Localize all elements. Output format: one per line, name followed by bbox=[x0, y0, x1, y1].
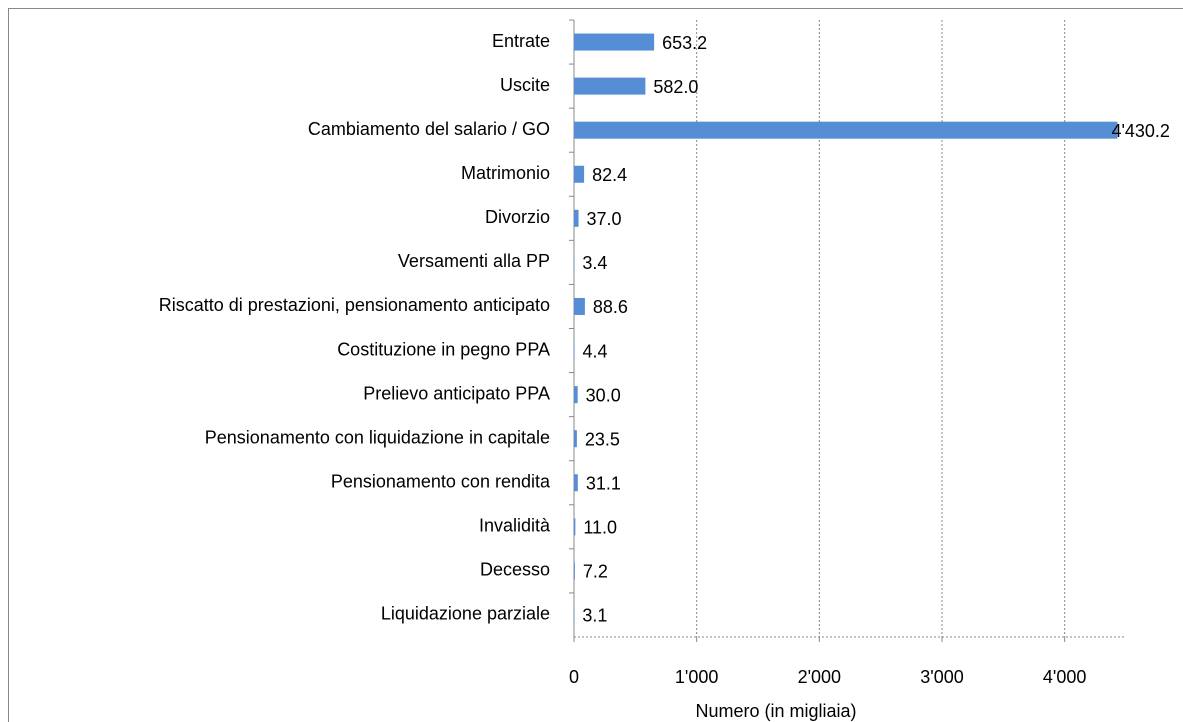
bar bbox=[574, 518, 576, 536]
y-tick-label: Liquidazione parziale bbox=[381, 604, 550, 624]
value-label: 88.6 bbox=[593, 297, 628, 317]
y-tick-label: Matrimonio bbox=[461, 163, 550, 183]
bar bbox=[574, 297, 585, 315]
y-tick-label: Pensionamento con liquidazione in capita… bbox=[205, 427, 550, 447]
value-label: 582.0 bbox=[653, 77, 698, 97]
y-tick-label: Entrate bbox=[492, 31, 550, 51]
y-tick-label: Costituzione in pegno PPA bbox=[337, 339, 550, 359]
x-tick-label: 3'000 bbox=[920, 667, 963, 687]
value-label: 653.2 bbox=[662, 33, 707, 53]
bar bbox=[574, 386, 578, 404]
x-tick-label: 0 bbox=[569, 667, 579, 687]
bar bbox=[574, 342, 575, 360]
y-tick-label: Cambiamento del salario / GO bbox=[308, 119, 550, 139]
value-label: 31.1 bbox=[586, 474, 621, 494]
bar bbox=[574, 562, 575, 580]
value-label: 4.4 bbox=[583, 341, 608, 361]
bar bbox=[574, 121, 1118, 139]
y-tick-label: Uscite bbox=[500, 75, 550, 95]
bar bbox=[574, 430, 577, 448]
value-label: 7.2 bbox=[583, 562, 608, 582]
x-tick-label: 1'000 bbox=[675, 667, 718, 687]
y-tick-label: Invalidità bbox=[479, 516, 551, 536]
bar bbox=[574, 165, 585, 183]
y-tick-label: Prelievo anticipato PPA bbox=[363, 383, 550, 403]
value-label: 3.1 bbox=[582, 606, 607, 626]
y-tick-label: Riscatto di prestazioni, pensionamento a… bbox=[159, 295, 550, 315]
bar bbox=[574, 209, 579, 227]
bar bbox=[574, 33, 655, 51]
x-axis-title: Numero (in migliaia) bbox=[695, 701, 856, 721]
value-label: 82.4 bbox=[592, 165, 627, 185]
value-label: 23.5 bbox=[585, 429, 620, 449]
value-label: 30.0 bbox=[586, 385, 621, 405]
value-label: 3.4 bbox=[582, 253, 607, 273]
x-tick-label: 4'000 bbox=[1043, 667, 1086, 687]
value-label: 11.0 bbox=[583, 518, 617, 538]
y-tick-label: Decesso bbox=[480, 560, 550, 580]
value-label: 37.0 bbox=[587, 209, 622, 229]
y-tick-label: Pensionamento con rendita bbox=[331, 472, 551, 492]
bar bbox=[574, 77, 646, 95]
value-label: 4'430.2 bbox=[1111, 121, 1170, 141]
y-tick-label: Versamenti alla PP bbox=[398, 251, 550, 271]
chart-border bbox=[8, 8, 1183, 722]
y-tick-label: Divorzio bbox=[485, 207, 550, 227]
bar bbox=[574, 474, 578, 492]
x-tick-label: 2'000 bbox=[798, 667, 841, 687]
